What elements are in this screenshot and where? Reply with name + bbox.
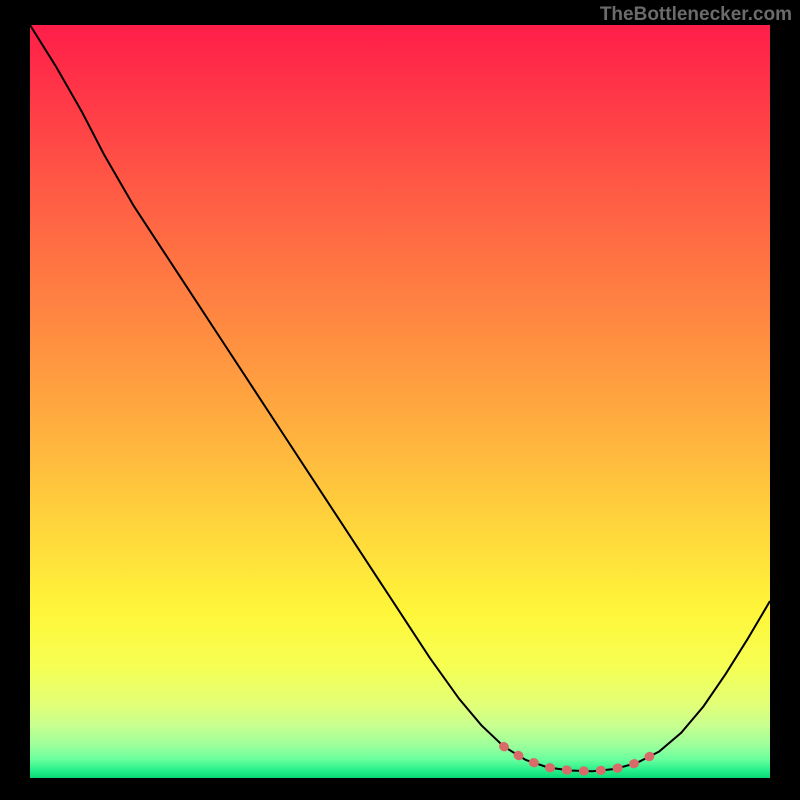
chart-svg [30,25,770,778]
chart-background-gradient [30,25,770,778]
watermark-text: TheBottlenecker.com [600,4,792,26]
chart-plot-area [30,25,770,778]
